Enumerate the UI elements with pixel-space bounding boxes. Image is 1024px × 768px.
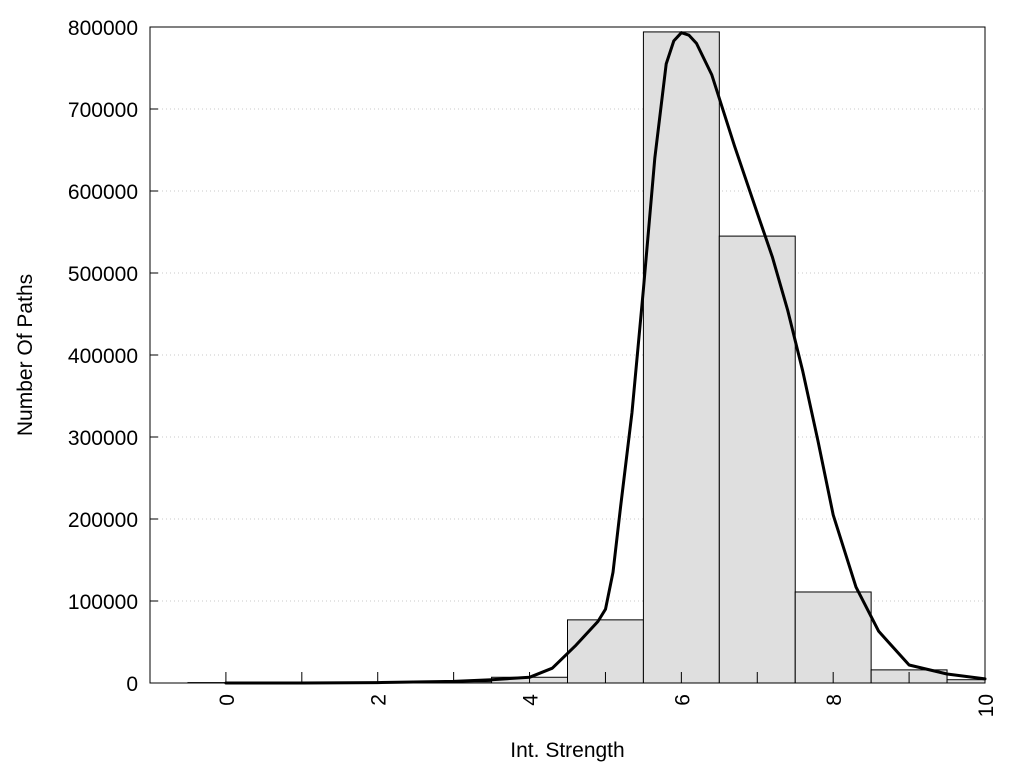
x-tick-label: 6 xyxy=(671,694,694,706)
bars xyxy=(187,31,986,684)
x-axis-ticks: 0 2 4 6 8 10 xyxy=(216,672,998,717)
y-tick-label: 400000 xyxy=(68,345,138,368)
grid-lines xyxy=(150,108,985,602)
y-tick-label: 800000 xyxy=(68,17,138,40)
y-tick-label: 300000 xyxy=(68,427,138,450)
y-tick-label: 700000 xyxy=(68,99,138,122)
y-tick-label: 600000 xyxy=(68,181,138,204)
y-tick-label: 100000 xyxy=(68,591,138,614)
x-axis-title: Int. Strength xyxy=(510,739,624,762)
density-curve xyxy=(224,31,987,685)
y-tick-label: 200000 xyxy=(68,509,138,532)
y-tick-label: 0 xyxy=(126,673,138,696)
x-tick-label: 2 xyxy=(368,694,391,706)
y-axis-title: Number Of Paths xyxy=(14,274,37,436)
x-tick-label: 4 xyxy=(520,694,543,706)
y-tick-label: 500000 xyxy=(68,263,138,286)
histogram-bar xyxy=(642,31,720,684)
x-tick-label: 0 xyxy=(216,694,239,706)
plot-frame xyxy=(149,26,986,684)
y-axis-ticks: 0 100000 200000 300000 400000 500000 600000 700… xyxy=(68,17,158,696)
x-tick-label: 8 xyxy=(823,694,846,706)
histogram-bar xyxy=(718,235,796,684)
density-curve-group xyxy=(224,31,987,685)
x-tick-label: 10 xyxy=(975,694,998,717)
histogram-bar xyxy=(794,591,872,684)
